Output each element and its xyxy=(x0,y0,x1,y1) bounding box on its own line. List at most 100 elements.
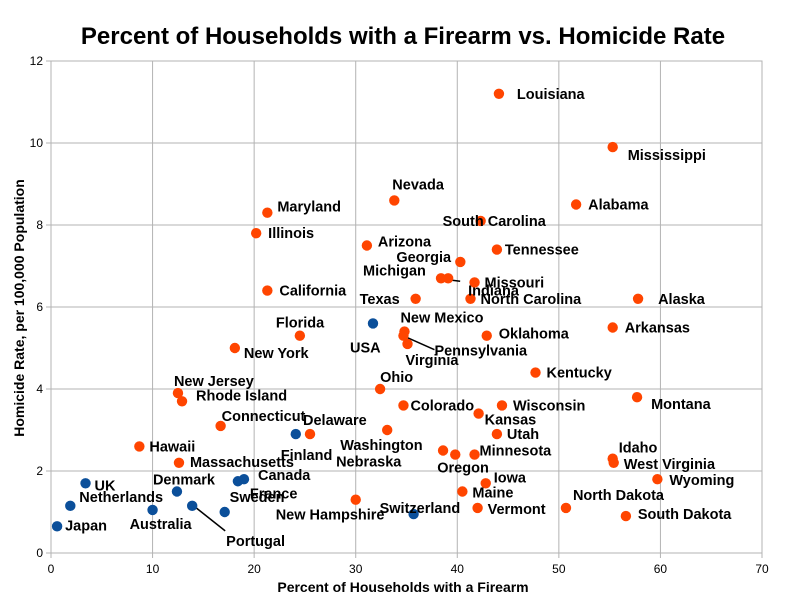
label-wyoming: Wyoming xyxy=(669,473,734,489)
label-arizona: Arizona xyxy=(378,235,432,251)
point-netherlands xyxy=(65,500,76,512)
data-points xyxy=(51,88,663,532)
point-alabama xyxy=(570,199,582,210)
point-usa xyxy=(367,318,379,329)
label-west-virginia: West Virginia xyxy=(624,457,716,473)
label-nevada: Nevada xyxy=(392,177,445,193)
point-arizona xyxy=(361,240,373,251)
point-north-carolina xyxy=(465,293,476,304)
label-new-mexico: New Mexico xyxy=(400,311,483,327)
point-nevada xyxy=(389,195,400,206)
point-finland xyxy=(290,428,301,440)
point-denmark xyxy=(171,486,183,497)
label-missouri: Missouri xyxy=(485,275,545,291)
point-oklahoma xyxy=(481,330,492,341)
label-denmark: Denmark xyxy=(153,473,216,489)
point-minnesota xyxy=(469,449,480,460)
x-tick-label: 10 xyxy=(146,562,160,576)
chart-title: Percent of Households with a Firearm vs.… xyxy=(81,23,725,50)
point-florida xyxy=(294,330,306,341)
point-indiana xyxy=(442,273,454,284)
x-tick-label: 60 xyxy=(654,562,668,576)
label-alabama: Alabama xyxy=(588,198,649,214)
label-illinois: Illinois xyxy=(268,226,314,242)
label-washington: Washington xyxy=(340,438,422,454)
label-louisiana: Louisiana xyxy=(517,87,586,103)
point-new-hampshire xyxy=(350,494,361,505)
label-montana: Montana xyxy=(651,397,712,413)
y-tick-label: 2 xyxy=(36,464,43,478)
point-maine xyxy=(457,486,468,497)
label-portugal: Portugal xyxy=(226,534,285,550)
label-indiana: Indiana xyxy=(468,283,520,299)
y-tick-label: 12 xyxy=(30,54,44,68)
point-missouri xyxy=(469,277,480,288)
point-wyoming xyxy=(652,474,663,485)
y-tick-label: 4 xyxy=(36,382,43,396)
label-new-hampshire: New Hampshire xyxy=(276,508,385,524)
point-new-york xyxy=(229,342,241,354)
y-tick-label: 0 xyxy=(36,546,43,560)
label-connecticut: Connecticut xyxy=(222,409,306,425)
label-ohio: Ohio xyxy=(380,370,413,386)
point-nebraska xyxy=(437,445,449,456)
label-canada: Canada xyxy=(258,468,311,484)
label-utah: Utah xyxy=(507,427,539,443)
y-axis-title: Homicide Rate, per 100,000 Population xyxy=(11,179,27,437)
label-usa: USA xyxy=(350,340,381,356)
point-tennessee xyxy=(491,244,503,255)
point-montana xyxy=(631,392,643,403)
point-france xyxy=(232,476,244,487)
leader-indiana xyxy=(452,279,461,283)
label-virginia: Virginia xyxy=(406,353,460,369)
point-utah xyxy=(491,428,503,440)
label-maryland: Maryland xyxy=(277,200,341,216)
label-iowa: Iowa xyxy=(494,470,527,486)
plot-axes: 0 10 20 30 40 50 60 70 0 2 4 6 8 10 12 xyxy=(30,54,769,576)
label-michigan: Michigan xyxy=(363,263,426,279)
label-finland: Finland xyxy=(281,448,333,464)
point-iowa xyxy=(480,478,491,489)
point-louisiana xyxy=(493,88,505,100)
point-texas xyxy=(410,293,421,304)
point-arkansas xyxy=(607,322,618,333)
label-leader-lines xyxy=(195,279,461,532)
point-vermont xyxy=(472,502,483,514)
point-michigan xyxy=(435,273,447,284)
point-ohio xyxy=(374,383,386,395)
label-new-york: New York xyxy=(244,346,310,362)
label-tennessee: Tennessee xyxy=(505,243,579,259)
label-oregon: Oregon xyxy=(437,461,489,477)
label-wisconsin: Wisconsin xyxy=(513,398,585,414)
point-australia xyxy=(147,504,158,516)
plot-frame xyxy=(50,60,763,554)
x-tick-label: 20 xyxy=(247,562,261,576)
point-sweden xyxy=(219,506,230,518)
label-oklahoma: Oklahoma xyxy=(499,327,570,343)
label-kansas: Kansas xyxy=(485,413,537,429)
label-south-carolina: South Carolina xyxy=(443,214,547,230)
label-delaware: Delaware xyxy=(303,413,367,429)
point-japan xyxy=(51,521,63,532)
label-minnesota: Minnesota xyxy=(480,444,553,460)
label-arkansas: Arkansas xyxy=(625,321,690,337)
label-australia: Australia xyxy=(130,517,193,533)
point-massachusetts xyxy=(173,457,185,468)
label-alaska: Alaska xyxy=(658,292,706,308)
gridlines xyxy=(50,60,763,554)
label-new-jersey: New Jersey xyxy=(174,374,254,390)
label-france: France xyxy=(250,486,298,502)
point-rhode-island xyxy=(176,396,188,407)
point-delaware xyxy=(304,428,316,440)
label-california: California xyxy=(279,284,347,300)
point-maryland xyxy=(262,207,273,218)
x-tick-label: 50 xyxy=(552,562,566,576)
point-new-jersey xyxy=(172,387,184,399)
label-mississippi: Mississippi xyxy=(628,148,706,164)
point-west-virginia xyxy=(608,457,619,468)
point-washington xyxy=(382,424,393,436)
label-colorado: Colorado xyxy=(410,398,474,414)
label-switzerland: Switzerland xyxy=(380,501,461,517)
